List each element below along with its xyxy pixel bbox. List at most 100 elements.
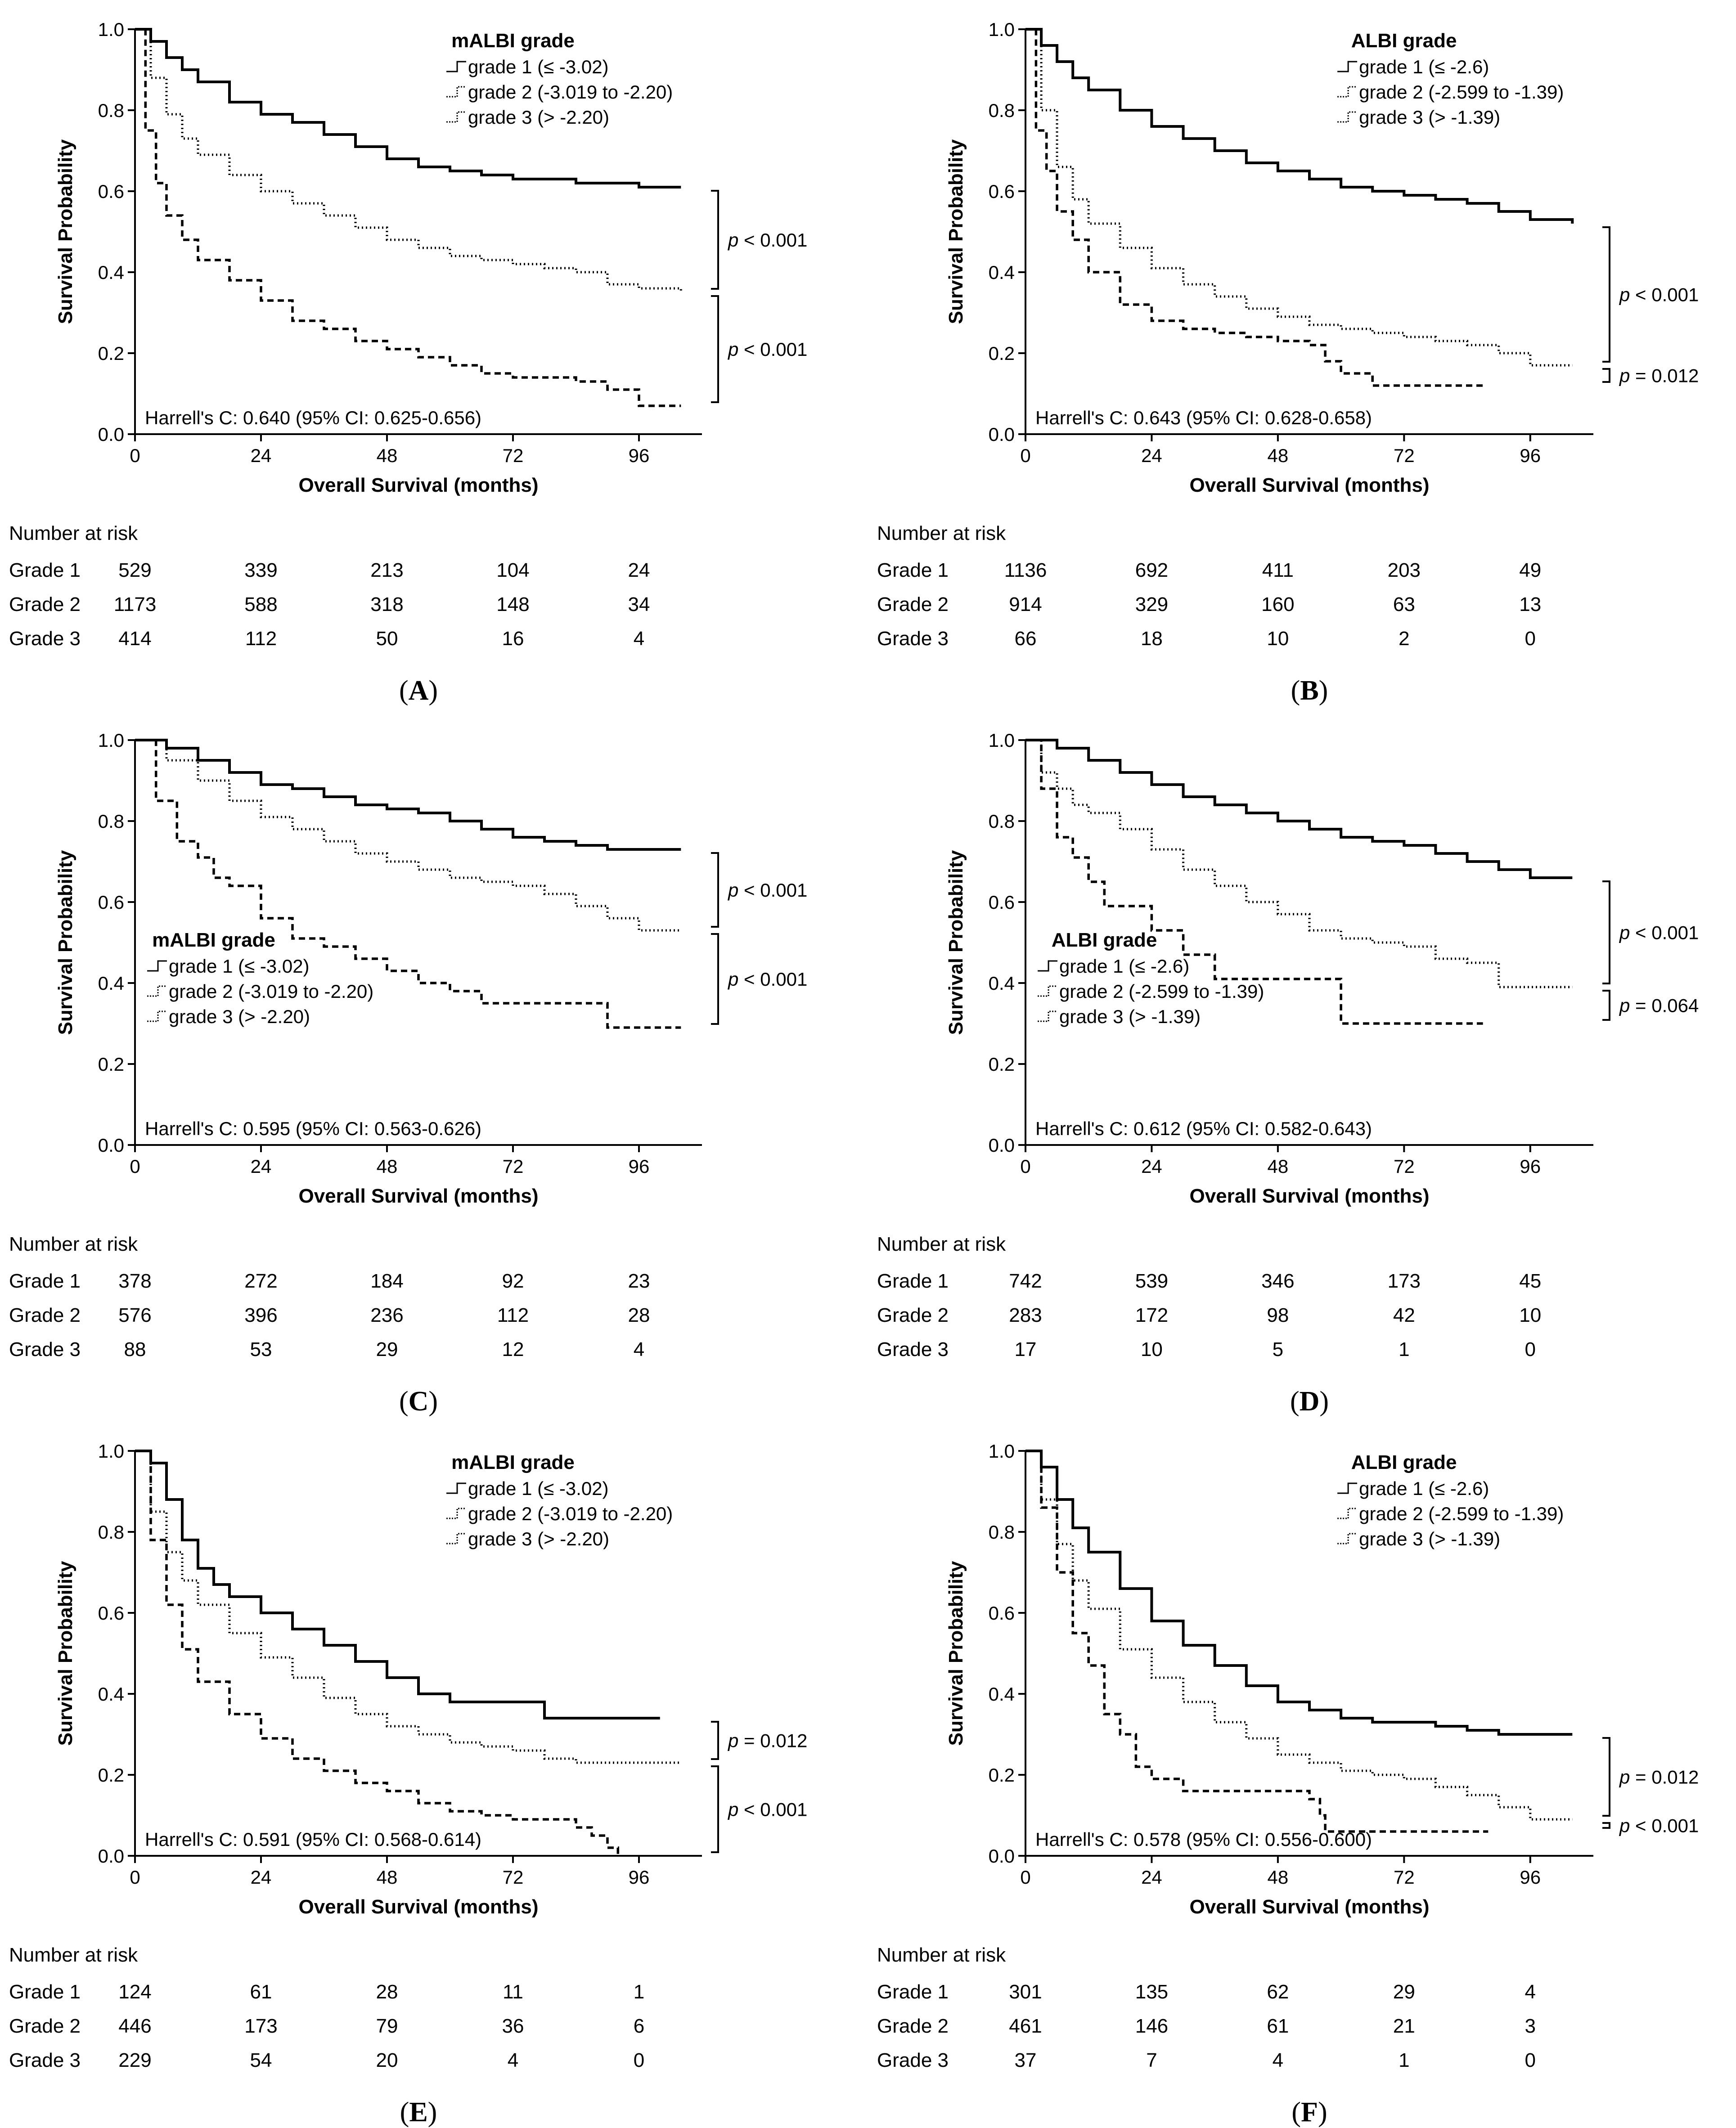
p-value-bracket <box>711 1721 719 1760</box>
legend-item-grade-2: grade 2 (-3.019 to -2.20) <box>169 981 373 1002</box>
risk-value: 36 <box>502 2015 524 2037</box>
y-tick-label: 0.4 <box>98 262 124 283</box>
y-tick-label: 0.6 <box>989 1603 1015 1624</box>
legend-item-grade-3: grade 3 (> -1.39) <box>1059 1006 1201 1027</box>
risk-value: 742 <box>1009 1270 1042 1292</box>
legend-swatch-grade-2 <box>446 86 466 98</box>
risk-value: 588 <box>244 593 277 615</box>
risk-value: 301 <box>1009 1981 1042 2003</box>
y-tick-label: 1.0 <box>989 730 1015 751</box>
legend-item-grade-3: grade 3 (> -2.20) <box>468 107 609 128</box>
x-tick-label: 96 <box>629 445 650 466</box>
risk-value: 3 <box>1525 2015 1536 2037</box>
legend-swatch-grade-2 <box>147 985 167 997</box>
risk-value: 396 <box>244 1304 277 1326</box>
risk-table-header: Number at risk <box>877 1944 1006 1966</box>
x-axis-label: Overall Survival (months) <box>298 474 538 496</box>
km-panel-c: 0.0 0.2 0.4 0.6 0.8 1.0 0 24 48 72 96 Overall Survi… <box>9 730 807 1417</box>
risk-row-label: Grade 3 <box>9 2049 81 2071</box>
y-tick-label: 0.2 <box>98 343 124 364</box>
x-axis-label: Overall Survival (months) <box>1189 1896 1429 1918</box>
panel-paren: ) <box>1319 675 1328 706</box>
p-value-label: p < 0.001 <box>727 339 807 360</box>
x-tick-label: 96 <box>1520 1156 1541 1177</box>
risk-value: 124 <box>118 1981 151 2003</box>
survival-curve-grade-2 <box>1025 28 1573 367</box>
y-axis-label: Survival Probability <box>54 1561 76 1746</box>
x-tick-label: 0 <box>1020 1156 1030 1177</box>
risk-value: 10 <box>1141 1338 1163 1360</box>
p-symbol: p <box>1619 995 1630 1016</box>
risk-value: 34 <box>628 593 650 615</box>
risk-value: 10 <box>1519 1304 1541 1326</box>
p-value: < 0.001 <box>738 880 807 901</box>
risk-value: 1136 <box>1004 559 1047 581</box>
risk-value: 104 <box>496 559 529 581</box>
risk-row-label: Grade 2 <box>877 1304 949 1326</box>
panel-paren: ) <box>428 2097 437 2128</box>
risk-value: 66 <box>1015 628 1037 650</box>
x-tick-label: 72 <box>503 1156 524 1177</box>
x-tick-label: 48 <box>1268 1867 1289 1888</box>
y-tick-label: 0.2 <box>989 343 1015 364</box>
p-symbol: p <box>1619 365 1630 386</box>
y-tick-label: 0.2 <box>989 1764 1015 1786</box>
legend-swatch-grade-3 <box>1337 1533 1358 1544</box>
x-tick-label: 72 <box>1394 445 1415 466</box>
risk-row-label: Grade 3 <box>877 2049 949 2071</box>
p-value-bracket <box>1602 880 1610 984</box>
risk-value: 7 <box>1146 2049 1157 2071</box>
legend-swatch-grade-3 <box>1038 1010 1058 1022</box>
risk-value: 184 <box>370 1270 403 1292</box>
risk-value: 12 <box>502 1338 524 1360</box>
p-value-label: p < 0.001 <box>1619 284 1699 305</box>
risk-value: 461 <box>1009 2015 1042 2037</box>
y-tick-label: 0.0 <box>989 1845 1015 1867</box>
p-value-label: p = 0.012 <box>1619 1767 1699 1788</box>
legend-swatch-grade-1 <box>1337 61 1358 72</box>
y-axis-label: Survival Probability <box>945 1561 967 1746</box>
harrell-c-note: Harrell's C: 0.578 (95% CI: 0.556-0.600) <box>1035 1829 1372 1850</box>
p-value-bracket <box>1602 1822 1610 1829</box>
y-tick-label: 0.6 <box>98 181 124 202</box>
harrell-c-note: Harrell's C: 0.591 (95% CI: 0.568-0.614) <box>145 1829 481 1850</box>
legend-title: ALBI grade <box>1351 1451 1457 1473</box>
panel-letter: F <box>1301 2097 1318 2128</box>
km-panel-f: 0.0 0.2 0.4 0.6 0.8 1.0 0 24 48 72 96 Overall Survi… <box>877 1441 1699 2128</box>
risk-table-header: Number at risk <box>9 1233 138 1255</box>
risk-value: 172 <box>1135 1304 1168 1326</box>
legend-swatch-grade-3 <box>446 111 466 123</box>
x-tick-label: 24 <box>251 1156 272 1177</box>
risk-value: 236 <box>370 1304 403 1326</box>
risk-row-label: Grade 1 <box>877 1981 949 2003</box>
legend-swatch-grade-2 <box>1337 1508 1358 1519</box>
p-value: = 0.012 <box>1630 365 1699 386</box>
harrell-c-note: Harrell's C: 0.595 (95% CI: 0.563-0.626) <box>145 1118 481 1139</box>
legend-item-grade-1: grade 1 (≤ -3.02) <box>468 56 609 77</box>
p-value-bracket <box>1602 226 1610 363</box>
y-tick-label: 1.0 <box>98 730 124 751</box>
y-tick-label: 1.0 <box>98 19 124 40</box>
risk-row-label: Grade 1 <box>9 1981 81 2003</box>
risk-value: 10 <box>1267 628 1289 650</box>
km-panel-e: 0.0 0.2 0.4 0.6 0.8 1.0 0 24 48 72 96 Overall Survi… <box>9 1441 807 2128</box>
risk-value: 378 <box>118 1270 151 1292</box>
x-tick-label: 0 <box>1020 1867 1030 1888</box>
risk-row-label: Grade 2 <box>9 2015 81 2037</box>
risk-value: 135 <box>1135 1981 1168 2003</box>
risk-row-label: Grade 1 <box>877 559 949 581</box>
p-value-bracket <box>1602 1737 1610 1817</box>
survival-curve-grade-1 <box>1025 739 1573 879</box>
risk-value: 4 <box>634 628 644 650</box>
y-tick-label: 0.8 <box>98 1522 124 1543</box>
risk-row-label: Grade 2 <box>9 593 81 615</box>
legend-item-grade-1: grade 1 (≤ -3.02) <box>468 1478 609 1499</box>
legend-item-grade-3: grade 3 (> -2.20) <box>468 1528 609 1549</box>
y-axis-label: Survival Probability <box>945 850 967 1035</box>
x-tick-label: 96 <box>1520 1867 1541 1888</box>
risk-value: 148 <box>496 593 529 615</box>
p-value-label: p < 0.001 <box>1619 922 1699 943</box>
risk-value: 54 <box>250 2049 272 2071</box>
risk-value: 61 <box>1267 2015 1289 2037</box>
y-tick-label: 0.0 <box>98 424 124 445</box>
